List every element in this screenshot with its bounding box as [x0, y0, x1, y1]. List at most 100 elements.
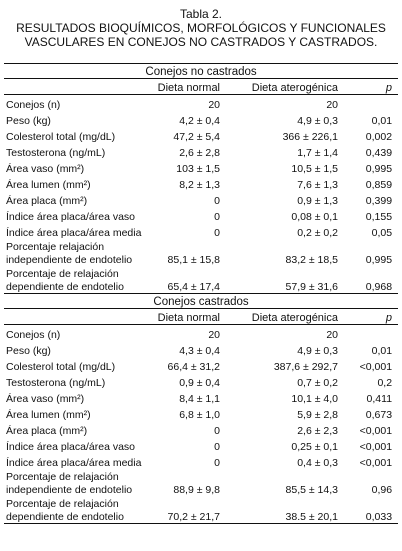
cell	[340, 95, 398, 112]
cell: 0	[214, 210, 220, 223]
cell: 5,9 ± 2,8	[297, 408, 338, 421]
cell: 0,399	[365, 194, 393, 207]
cell: 20	[208, 328, 220, 341]
header-cell	[4, 78, 154, 95]
cell: 0,2 ± 0,2	[297, 226, 338, 239]
row-label: Área vaso (mm²)	[6, 162, 85, 175]
data-row: Peso (kg) 4,3 ± 0,4 4,9 ± 0,3 0,01	[4, 341, 398, 357]
cell: 0,7 ± 0,2	[297, 376, 338, 389]
cell: 85,1 ± 15,8	[167, 253, 220, 266]
cell: <0,001	[359, 456, 393, 469]
cell: 0,859	[365, 178, 393, 191]
cell: 88,9 ± 9,8	[173, 483, 220, 496]
data-row: Porcentaje de relajación dependiente de …	[4, 266, 399, 294]
data-row: Peso (kg) 4,2 ± 0,4 4,9 ± 0,3 0,01	[4, 111, 398, 127]
table-number: Tabla 2.	[179, 7, 223, 21]
cell: 0,673	[365, 408, 393, 421]
data-row: Testosterona (ng/mL) 2,6 ± 2,8 1,7 ± 1,4 0,…	[4, 143, 398, 159]
cell: <0,001	[359, 360, 393, 373]
cell: 70,2 ± 21,7	[154, 496, 222, 524]
cell: 0,2	[377, 376, 393, 389]
row-label: Índice área placa/área media	[6, 456, 142, 469]
data-row: Porcentaje de relajación dependiente de …	[4, 496, 399, 524]
cell: 366 ± 226,1	[282, 130, 338, 143]
cell: 0,002	[365, 130, 393, 143]
cell: 2,6 ± 2,3	[297, 424, 338, 437]
cell: 0,411	[366, 392, 393, 405]
cell: 0,25 ± 0,1	[291, 440, 338, 453]
data-row: Área lumen (mm²) 8,2 ± 1,3 7,6 ± 1,3 0,859	[4, 175, 398, 191]
row-label: Testosterona (ng/mL)	[6, 146, 106, 159]
table-title: RESULTADOS BIOQUÍMICOS, MORFOLÓGICOS Y F…	[16, 21, 386, 35]
cell: 0,9 ± 1,3	[297, 194, 338, 207]
row-label: Índice área placa/área media	[6, 226, 142, 239]
cell: 0,995	[365, 162, 393, 175]
row-label: Peso (kg)	[6, 114, 51, 127]
cell: 0,01	[371, 114, 393, 127]
data-row: Colesterol total (mg/dL) 66,4 ± 31,2 387,6…	[4, 357, 398, 373]
cell: 0,01	[371, 344, 393, 357]
data-row: Índice área placa/área media 0 0,2 ± 0,2 0,…	[4, 223, 398, 239]
data-row: Colesterol total (mg/dL) 47,2 ± 5,4 366 ± …	[4, 127, 398, 143]
cell: 0,033	[340, 496, 399, 524]
row-label: Peso (kg)	[6, 344, 51, 357]
cell: 387,6 ± 292,7	[273, 360, 338, 373]
section-row: Conejos no castrados	[4, 63, 399, 79]
cell: <0,001	[359, 440, 393, 453]
results-table: Conejos no castrados Dieta normal Dieta at…	[4, 63, 399, 524]
cell: 0	[214, 440, 220, 453]
data-row: Área vaso (mm²) 8,4 ± 1,1 10,1 ± 4,0 0,411	[4, 389, 398, 405]
cell: <0,001	[359, 424, 393, 437]
cell: 20	[326, 328, 338, 341]
row-label: Porcentaje de relajación dependiente de …	[4, 266, 154, 294]
cell: 4,9 ± 0,3	[297, 114, 338, 127]
data-row: Área lumen (mm²) 6,8 ± 1,0 5,9 ± 2,8 0,673	[4, 405, 398, 421]
column-header: p	[340, 78, 399, 95]
cell: 0,968	[340, 266, 399, 294]
cell: 0	[214, 456, 220, 469]
cell: 20	[326, 98, 338, 111]
row-label: Conejos (n)	[6, 328, 61, 341]
cell: 0,9 ± 0,4	[179, 376, 220, 389]
cell: 85,5 ± 14,3	[285, 483, 338, 496]
cell: 0	[214, 424, 220, 437]
section-title: Conejos castrados	[4, 293, 399, 309]
cell: 47,2 ± 5,4	[173, 130, 220, 143]
row-label: Área lumen (mm²)	[6, 178, 91, 191]
cell: 0,96	[371, 483, 393, 496]
data-row: Área placa (mm²) 0 2,6 ± 2,3 <0,001	[4, 421, 398, 437]
column-header: Dieta normal	[154, 308, 222, 325]
row-label: Porcentaje de relajación independiente d…	[6, 471, 133, 496]
row-label: Área lumen (mm²)	[6, 408, 91, 421]
row-label: Testosterona (ng/mL)	[6, 376, 106, 389]
row-label: Área placa (mm²)	[6, 194, 88, 207]
row-label: Índice área placa/área vaso	[6, 210, 135, 223]
cell: 0,4 ± 0,3	[297, 456, 338, 469]
row-label: Conejos (n)	[6, 98, 61, 111]
cell: 65,4 ± 17,4	[154, 266, 222, 294]
cell: 10,1 ± 4,0	[291, 392, 338, 405]
cell: 4,3 ± 0,4	[179, 344, 220, 357]
row-label: Porcentaje de relajación dependiente de …	[4, 496, 154, 524]
cell: 83,2 ± 18,5	[285, 253, 338, 266]
cell: 6,8 ± 1,0	[179, 408, 220, 421]
cell: 0,155	[365, 210, 393, 223]
cell: 4,9 ± 0,3	[297, 344, 338, 357]
header-row: Dieta normal Dieta aterogénica p	[4, 308, 399, 325]
cell: 2,6 ± 2,8	[179, 146, 220, 159]
cell: 0	[214, 226, 220, 239]
column-header: p	[340, 308, 399, 325]
data-row: Índice área placa/área vaso 0 0,25 ± 0,1 <0…	[4, 437, 398, 453]
cell: 20	[208, 98, 220, 111]
column-header: Dieta normal	[154, 78, 222, 95]
data-row: Conejos (n) 20 20	[4, 325, 398, 342]
cell: 8,2 ± 1,3	[179, 178, 220, 191]
cell: 0,05	[371, 226, 393, 239]
cell: 0,995	[365, 253, 393, 266]
cell: 8,4 ± 1,1	[179, 392, 220, 405]
row-label: Porcentaje relajación independiente de e…	[6, 241, 133, 266]
cell: 66,4 ± 31,2	[167, 360, 220, 373]
table-title: VASCULARES EN CONEJOS NO CASTRADOS Y CAS…	[24, 35, 378, 49]
row-label: Índice área placa/área vaso	[6, 440, 135, 453]
